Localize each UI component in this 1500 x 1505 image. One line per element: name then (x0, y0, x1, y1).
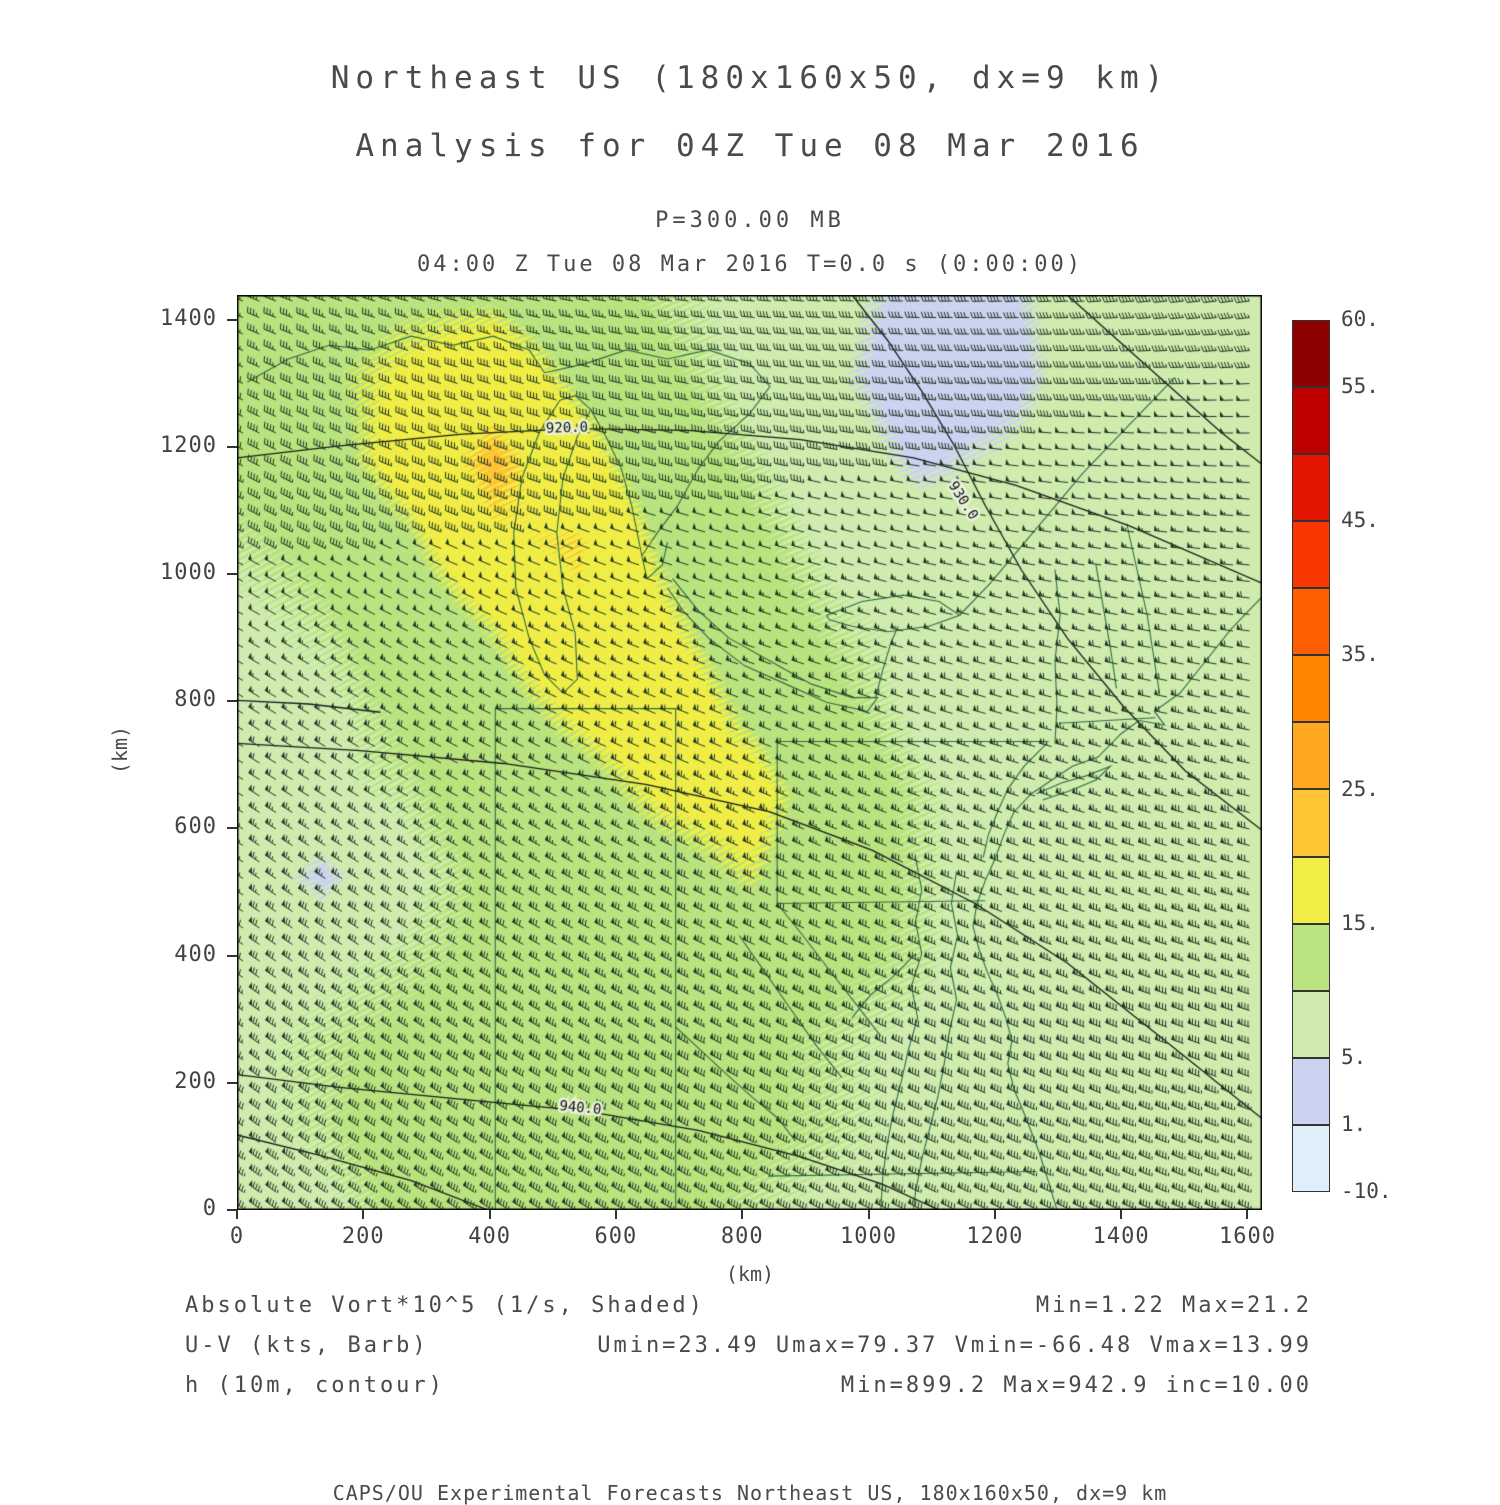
x-axis-label: (km) (725, 1262, 775, 1286)
y-tick-label: 600 (174, 814, 217, 840)
colorbar-block (1292, 856, 1330, 924)
y-tick-label: 1400 (160, 305, 217, 331)
colorbar-block (1292, 521, 1330, 589)
colorbar-block (1292, 1057, 1330, 1125)
x-tick-mark (993, 1210, 996, 1219)
colorbar-block (1292, 789, 1330, 857)
x-tick-mark (236, 1210, 238, 1219)
y-tick-label: 800 (174, 687, 217, 713)
colorbar-block (1292, 923, 1330, 991)
y-tick-label: 1000 (160, 560, 217, 586)
x-tick-mark (614, 1210, 617, 1219)
x-tick-mark (362, 1210, 365, 1219)
map-plot-area (237, 295, 1262, 1210)
colorbar-tick-label: 1. (1341, 1111, 1367, 1136)
x-tick-label: 200 (341, 1224, 385, 1249)
y-tick-mark (227, 445, 237, 448)
pressure-level-label: P=300.00 MB (655, 208, 845, 233)
x-tick-mark (867, 1210, 870, 1219)
y-axis-label: (km) (108, 725, 133, 775)
x-tick-mark (1246, 1210, 1249, 1219)
colorbar-block (1292, 387, 1330, 455)
figure-subtitle: Analysis for 04Z Tue 08 Mar 2016 (355, 128, 1145, 164)
colorbar-tick-label: -10. (1341, 1179, 1392, 1203)
colorbar (1292, 320, 1330, 1192)
x-tick-label: 1000 (840, 1224, 898, 1249)
y-tick-mark (227, 318, 237, 321)
x-tick-label: 400 (468, 1224, 511, 1249)
legend-shaded-field-label: Absolute Vort*10^5 (1/s, Shaded) (185, 1293, 705, 1318)
colorbar-tick-label: 35. (1341, 642, 1379, 667)
colorbar-block (1292, 990, 1330, 1058)
legend-wind-barb-label: U-V (kts, Barb) (185, 1333, 429, 1358)
legend-shaded-field-stats: Min=1.22 Max=21.2 (1035, 1293, 1312, 1318)
legend-wind-barb-stats: Umin=23.49 Umax=79.37 Vmin=-66.48 Vmax=1… (597, 1333, 1312, 1358)
y-tick-mark (227, 573, 237, 576)
y-tick-mark (227, 1081, 237, 1084)
colorbar-block (1292, 588, 1330, 656)
colorbar-block (1292, 722, 1330, 790)
x-tick-mark (1120, 1210, 1123, 1219)
colorbar-block (1292, 320, 1330, 388)
y-tick-label: 0 (202, 1196, 217, 1221)
colorbar-block (1292, 454, 1330, 522)
legend-contour-label: h (10m, contour) (185, 1373, 445, 1398)
y-tick-mark (227, 1209, 237, 1211)
x-tick-label: 800 (720, 1224, 764, 1249)
colorbar-tick-label: 55. (1341, 374, 1379, 399)
x-tick-mark (488, 1210, 491, 1219)
valid-time-label: 04:00 Z Tue 08 Mar 2016 T=0.0 s (0:00:00… (416, 252, 1084, 277)
colorbar-tick-label: 45. (1341, 508, 1379, 533)
y-tick-mark (227, 700, 237, 703)
y-tick-mark (227, 827, 237, 830)
colorbar-block (1292, 1124, 1330, 1192)
x-tick-label: 1200 (966, 1224, 1024, 1249)
footer-caption: CAPS/OU Experimental Forecasts Northeast… (332, 1481, 1168, 1505)
y-tick-label: 400 (174, 941, 217, 967)
x-tick-label: 600 (594, 1224, 638, 1249)
colorbar-tick-label: 15. (1341, 910, 1379, 935)
colorbar-block (1292, 655, 1330, 723)
figure-title: Northeast US (180x160x50, dx=9 km) (330, 60, 1170, 96)
x-tick-label: 1400 (1092, 1224, 1150, 1249)
vorticity-map-canvas (237, 295, 1262, 1210)
colorbar-tick-label: 60. (1341, 307, 1379, 331)
y-tick-label: 200 (174, 1068, 217, 1094)
colorbar-tick-label: 25. (1341, 776, 1379, 801)
x-tick-mark (741, 1210, 744, 1219)
colorbar-tick-label: 5. (1341, 1044, 1367, 1069)
legend-contour-stats: Min=899.2 Max=942.9 inc=10.00 (840, 1373, 1312, 1398)
y-tick-mark (227, 954, 237, 957)
y-tick-label: 1200 (160, 432, 217, 458)
x-tick-label: 1600 (1218, 1224, 1276, 1249)
x-tick-label: 0 (229, 1224, 245, 1249)
